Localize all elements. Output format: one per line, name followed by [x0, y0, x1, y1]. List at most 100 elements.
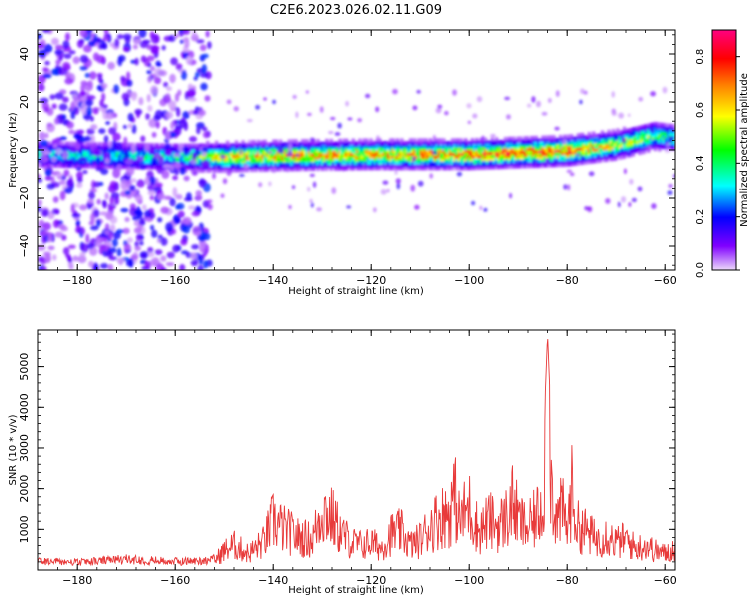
heatmap-noise-cell [108, 140, 113, 149]
heatmap-noise-cell [155, 121, 160, 129]
heatmap-noise-cell [444, 111, 449, 116]
heatmap-cell [470, 138, 475, 142]
heatmap-cell [611, 152, 616, 156]
heatmap-noise-cell [192, 30, 197, 38]
heatmap-noise-cell [100, 168, 109, 175]
heatmap-noise-cell [179, 39, 185, 44]
heatmap-cell [53, 147, 58, 151]
heatmap-cell [358, 141, 362, 145]
heatmap-cell [477, 152, 481, 156]
heatmap-cell [510, 145, 514, 149]
heatmap-cell [190, 163, 195, 167]
heatmap-cell [329, 141, 334, 145]
heatmap-cell [358, 144, 362, 148]
heatmap-cell [322, 147, 327, 151]
heatmap-cell [653, 133, 658, 137]
heatmap-cell [100, 159, 104, 163]
heatmap-cell [40, 164, 45, 168]
heatmap-cell [168, 157, 173, 162]
heatmap-cell [60, 144, 65, 148]
heatmap-cell [93, 159, 98, 163]
heatmap-cell [241, 143, 245, 147]
heatmap-cell [333, 161, 338, 165]
heatmap-cell [263, 148, 267, 152]
heatmap-cell [128, 154, 133, 158]
heatmap-cell [106, 145, 111, 149]
heatmap-cell [355, 167, 360, 171]
heatmap-cell [408, 152, 413, 156]
heatmap-noise-cell [157, 62, 162, 67]
heatmap-cell [380, 164, 384, 168]
heatmap-cell [426, 155, 431, 159]
heatmap-cell [448, 167, 453, 171]
heatmap-cell [382, 149, 386, 154]
heatmap-noise-cell [54, 44, 64, 50]
heatmap-cell [291, 162, 296, 166]
heatmap-cell [594, 160, 598, 164]
heatmap-cell [532, 150, 536, 154]
heatmap-cell [400, 149, 404, 154]
heatmap-cell [618, 147, 622, 152]
heatmap-cell [435, 167, 439, 171]
heatmap-cell [285, 142, 289, 146]
heatmap-cell [644, 127, 649, 131]
heatmap-cell [128, 145, 133, 149]
heatmap-cell [402, 146, 406, 151]
heatmap-noise-cell [285, 168, 291, 173]
heatmap-cell [214, 143, 219, 147]
heatmap-cell [572, 159, 576, 164]
heatmap-noise-cell [151, 131, 157, 138]
heatmap-cell [234, 163, 239, 167]
heatmap-cell [574, 136, 578, 140]
heatmap-noise-cell [137, 224, 143, 232]
heatmap-cell [329, 138, 334, 143]
heatmap-cell [497, 140, 501, 144]
heatmap-cell [254, 162, 259, 167]
heatmap-noise-cell [38, 205, 42, 213]
heatmap-cell [435, 146, 439, 151]
heatmap-cell [538, 158, 543, 162]
heatmap-cell [316, 159, 320, 163]
heatmap-cell [276, 162, 281, 166]
heatmap-cell [192, 149, 197, 153]
heatmap-cell [358, 147, 362, 151]
heatmap-cell [649, 131, 653, 135]
heatmap-cell [366, 161, 371, 165]
heatmap-cell [386, 164, 391, 168]
heatmap-cell [78, 153, 82, 157]
heatmap-noise-cell [467, 120, 472, 124]
heatmap-noise-cell [80, 243, 89, 253]
heatmap-cell [574, 145, 578, 149]
heatmap-cell [607, 146, 611, 151]
heatmap-cell [576, 159, 581, 163]
heatmap-noise-cell [112, 231, 121, 240]
heatmap-cell [406, 167, 411, 171]
heatmap-cell [508, 148, 512, 152]
heatmap-cell [347, 158, 351, 162]
heatmap-cell [104, 145, 109, 149]
heatmap-noise-cell [195, 39, 205, 44]
heatmap-cell [137, 142, 142, 147]
heatmap-cell [100, 145, 104, 149]
heatmap-cell [351, 152, 356, 157]
heatmap-cell [417, 138, 422, 142]
heatmap-cell [119, 148, 124, 152]
heatmap-cell [291, 139, 296, 143]
heatmap-cell [633, 129, 638, 133]
heatmap-cell [188, 146, 192, 150]
heatmap-noise-cell [202, 146, 208, 153]
heatmap-cell [591, 157, 596, 161]
heatmap-cell [203, 158, 208, 162]
heatmap-cell [642, 133, 647, 137]
heatmap-cell [437, 167, 442, 171]
heatmap-cell [331, 150, 336, 154]
heatmap-noise-cell [88, 191, 95, 200]
heatmap-cell [183, 155, 188, 159]
heatmap-cell [591, 160, 596, 164]
heatmap-cell [629, 142, 633, 146]
heatmap-cell [60, 147, 65, 151]
heatmap-cell [234, 154, 239, 159]
heatmap-noise-cell [291, 185, 296, 190]
heatmap-cell [210, 155, 214, 159]
heatmap-xlabel: Height of straight line (km) [288, 286, 424, 297]
